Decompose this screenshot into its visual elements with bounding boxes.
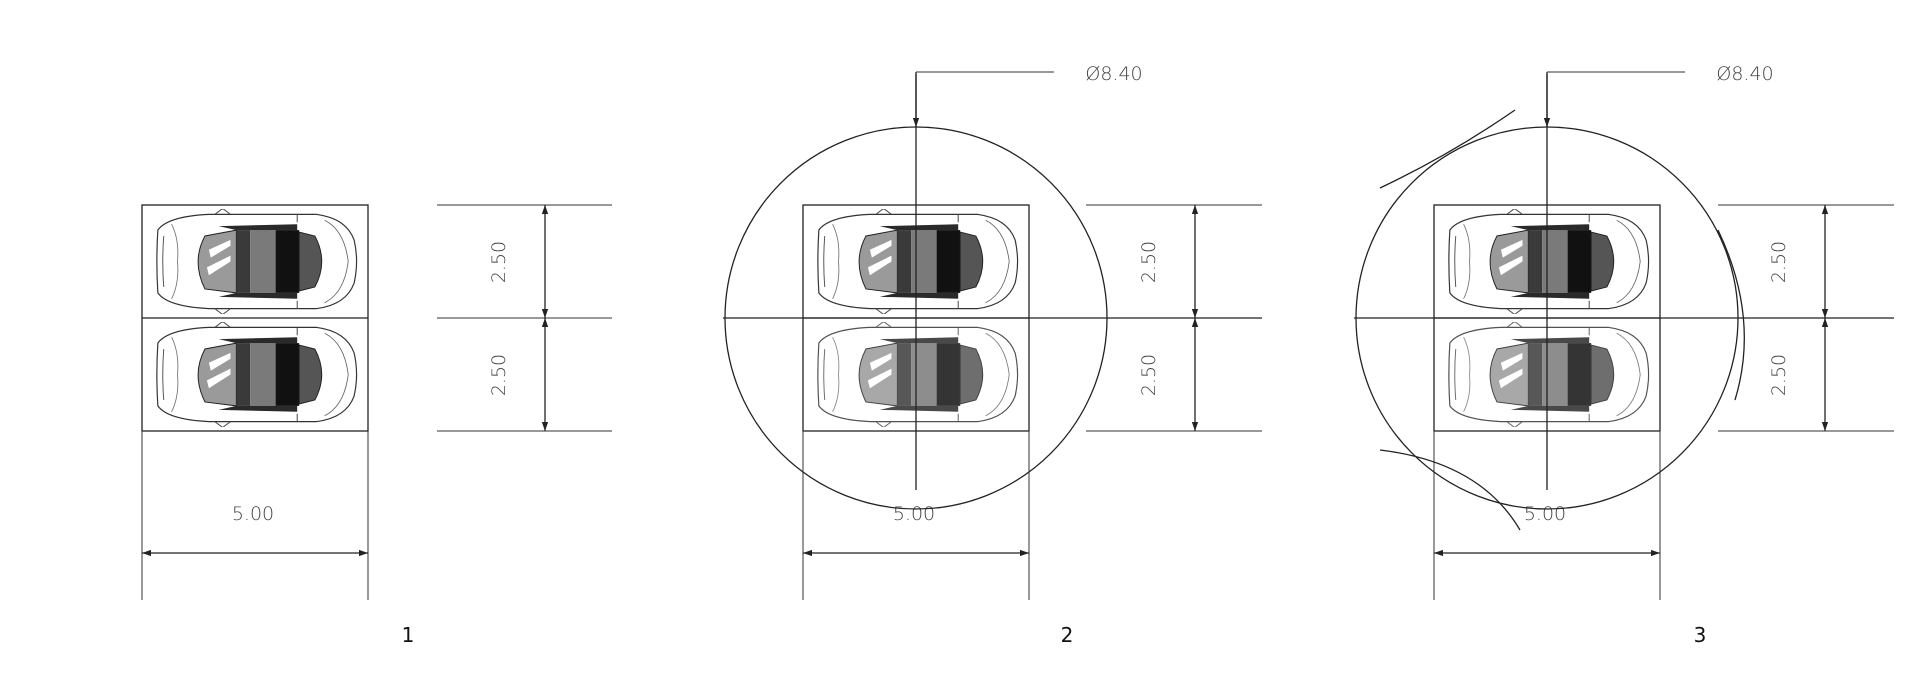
bay-dimension-label-1: 2.50 <box>1138 241 1160 283</box>
door-swing-arc-right <box>1717 229 1745 401</box>
width-dimension-label: 5.00 <box>232 503 274 525</box>
width-dimension-label: 5.00 <box>893 503 935 525</box>
panel-number: 3 <box>1694 623 1707 647</box>
bay-dimension-label-2: 2.50 <box>1138 354 1160 396</box>
car-bottom-1 <box>156 322 358 427</box>
diameter-label: Ø8.40 <box>1716 63 1773 85</box>
car-top-2 <box>817 209 1019 314</box>
car-bottom-2 <box>817 322 1019 427</box>
panel-1: 5.00 2.50 2.50 1 <box>141 204 612 647</box>
panel-number: 2 <box>1061 623 1074 647</box>
bay-dimension-label-1: 2.50 <box>488 241 510 283</box>
car-top-3 <box>1448 209 1650 314</box>
bay-dimension-label-1: 2.50 <box>1768 241 1790 283</box>
car-bottom-3 <box>1448 322 1650 427</box>
panel-2: 5.00 2.50 2.50 2 Ø8.40 <box>723 63 1262 647</box>
door-swing-arc-top-left <box>1379 109 1516 189</box>
panel-number: 1 <box>402 623 415 647</box>
width-dimension-label: 5.00 <box>1524 503 1566 525</box>
bay-dimension-label-2: 2.50 <box>488 354 510 396</box>
door-swing-arc-bottom-left <box>1379 449 1521 531</box>
panel-3: 5.00 2.50 2.50 3 Ø8.40 <box>1354 63 1894 647</box>
diameter-label: Ø8.40 <box>1085 63 1142 85</box>
bay-dimension-label-2: 2.50 <box>1768 354 1790 396</box>
car-top-1 <box>156 209 358 314</box>
